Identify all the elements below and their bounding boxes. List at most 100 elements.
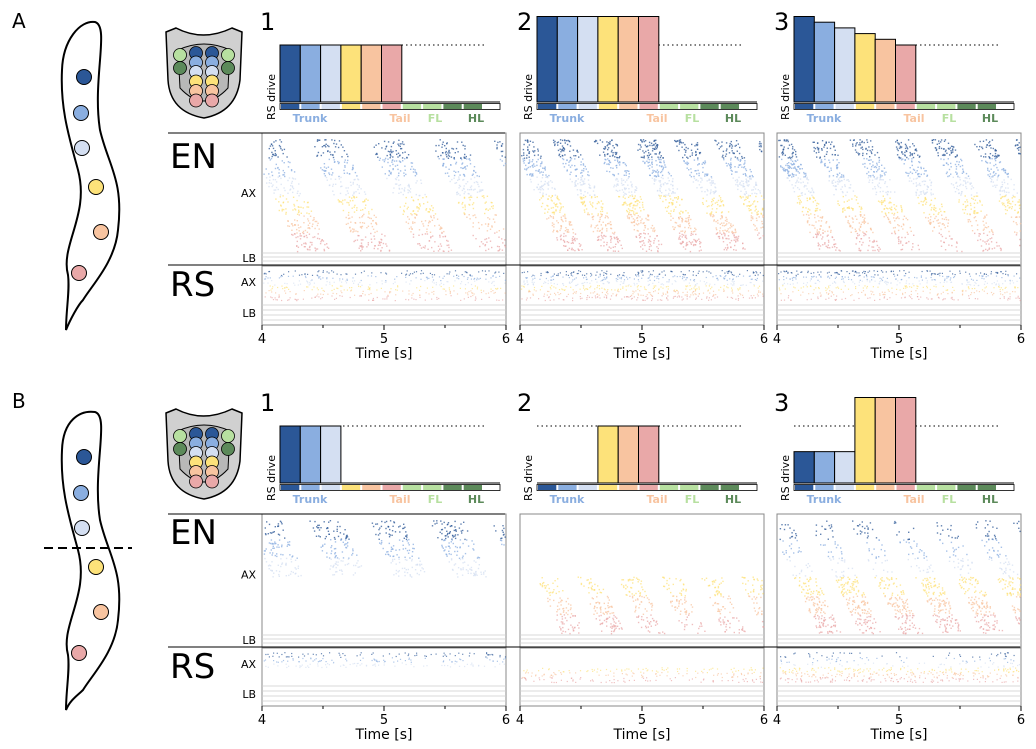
- spike-dot: [861, 146, 863, 148]
- color-strip-2: [558, 485, 577, 490]
- spike-dot: [732, 152, 734, 154]
- spike-dot: [557, 149, 560, 152]
- spike-dot: [444, 145, 446, 147]
- spike-dot: [720, 199, 722, 201]
- spike-dot: [447, 154, 450, 156]
- spike-dot: [584, 205, 586, 207]
- rs-spike-dot: [558, 298, 560, 300]
- rs-spike-dot: [394, 300, 396, 302]
- spike-dot: [384, 157, 387, 160]
- spike-dot: [619, 189, 621, 192]
- spike-dot: [722, 241, 725, 243]
- spike-dot: [753, 200, 756, 202]
- spike-dot: [736, 238, 739, 241]
- spike-dot: [308, 227, 310, 229]
- spike-dot: [731, 173, 733, 175]
- spike-dot: [497, 250, 499, 252]
- spike-dot: [460, 157, 462, 159]
- rs-spike-dot: [663, 270, 665, 272]
- spike-dot: [864, 166, 866, 168]
- spike-dot: [981, 204, 983, 206]
- spike-dot: [541, 161, 543, 163]
- spike-dot: [598, 230, 601, 232]
- spike-dot: [575, 175, 577, 177]
- rs-spike-dot: [618, 274, 621, 276]
- spike-dot: [269, 145, 272, 147]
- spike-dot: [376, 152, 378, 155]
- spike-dot: [443, 163, 445, 165]
- spike-dot: [631, 183, 633, 186]
- rs-spike-dot: [463, 298, 465, 300]
- spike-dot: [373, 247, 375, 250]
- spike-dot: [686, 241, 688, 244]
- spike-dot: [751, 192, 753, 195]
- spike-dot: [709, 192, 712, 195]
- spike-dot: [644, 140, 647, 142]
- spike-dot: [662, 167, 664, 170]
- spike-dot: [337, 146, 340, 149]
- spike-dot: [832, 179, 835, 181]
- spike-dot: [573, 155, 575, 157]
- spike-dot: [532, 159, 534, 161]
- spike-dot: [463, 192, 465, 195]
- rs-spike-dot: [572, 293, 574, 295]
- color-strip-1: [795, 104, 814, 109]
- spike-dot: [712, 181, 714, 184]
- spike-dot: [560, 238, 562, 240]
- spike-dot: [379, 241, 381, 244]
- spike-dot: [370, 217, 372, 220]
- rs-spike-dot: [649, 275, 651, 277]
- spike-dot: [498, 230, 500, 232]
- spike-dot: [677, 224, 679, 227]
- spike-dot: [792, 167, 795, 169]
- rs-spike-dot: [616, 280, 618, 283]
- spike-dot: [556, 239, 559, 241]
- spike-dot: [607, 147, 610, 149]
- spike-dot: [675, 206, 677, 208]
- spike-dot: [637, 200, 639, 202]
- rs-spike-dot: [264, 272, 266, 274]
- spike-dot: [550, 207, 553, 209]
- spike-dot: [616, 145, 619, 147]
- spike-dot: [352, 167, 354, 169]
- rs-spike-dot: [737, 298, 740, 300]
- spike-dot: [711, 201, 713, 203]
- spike-dot: [1005, 194, 1007, 196]
- spike-dot: [800, 201, 802, 203]
- spike-dot: [878, 159, 881, 161]
- spike-dot: [426, 231, 428, 233]
- rs-spike-dot: [299, 283, 302, 285]
- rs-spike-dot: [424, 299, 426, 301]
- spike-dot: [382, 159, 384, 161]
- spike-dot: [739, 164, 742, 166]
- spike-dot: [661, 170, 663, 173]
- spike-dot: [405, 196, 407, 199]
- spike-dot: [655, 160, 657, 162]
- rs-spike-dot: [658, 281, 660, 283]
- spike-dot: [602, 151, 605, 153]
- spike-dot: [748, 209, 751, 212]
- rs-spike-dot: [590, 275, 592, 277]
- spike-dot: [737, 180, 739, 182]
- spike-dot: [610, 227, 612, 229]
- spike-dot: [560, 226, 562, 228]
- rs-spike-dot: [544, 299, 546, 302]
- rs-spike-dot: [637, 293, 639, 295]
- spike-dot: [574, 180, 577, 182]
- spike-dot: [584, 211, 586, 213]
- spike-dot: [682, 212, 684, 214]
- spike-dot: [698, 172, 700, 175]
- spike-dot: [888, 212, 890, 214]
- spike-dot: [447, 157, 450, 159]
- spike-dot: [396, 183, 398, 185]
- spike-dot: [453, 170, 455, 172]
- spike-dot: [633, 221, 635, 223]
- spike-dot: [754, 188, 757, 190]
- rs-spike-dot: [620, 276, 623, 279]
- rs-spike-dot: [632, 293, 634, 295]
- spike-dot: [614, 250, 616, 252]
- spike-dot: [439, 226, 442, 228]
- rs-spike-dot: [264, 296, 266, 298]
- spike-dot: [956, 172, 958, 174]
- spike-dot: [787, 172, 789, 175]
